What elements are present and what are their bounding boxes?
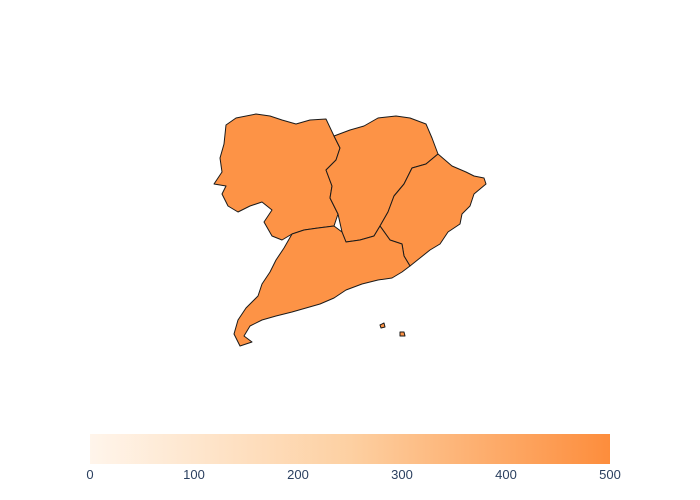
colorbar-tick: 400: [495, 467, 517, 482]
region-east[interactable]: [379, 153, 487, 267]
colorbar-tick: 500: [599, 467, 621, 482]
island-2: [399, 331, 406, 337]
colorbar-tick: 0: [86, 467, 94, 482]
colorbar-tick: 100: [183, 467, 205, 482]
region-south[interactable]: [233, 225, 411, 347]
colorbar-tick: 200: [287, 467, 309, 482]
region-west[interactable]: [213, 113, 341, 241]
colorbar-tick: 300: [391, 467, 413, 482]
island-1: [379, 322, 386, 329]
map: [213, 113, 487, 347]
colorbar-ticks: 0 100 200 300 400 500: [86, 467, 620, 483]
colorbar: [90, 434, 610, 464]
